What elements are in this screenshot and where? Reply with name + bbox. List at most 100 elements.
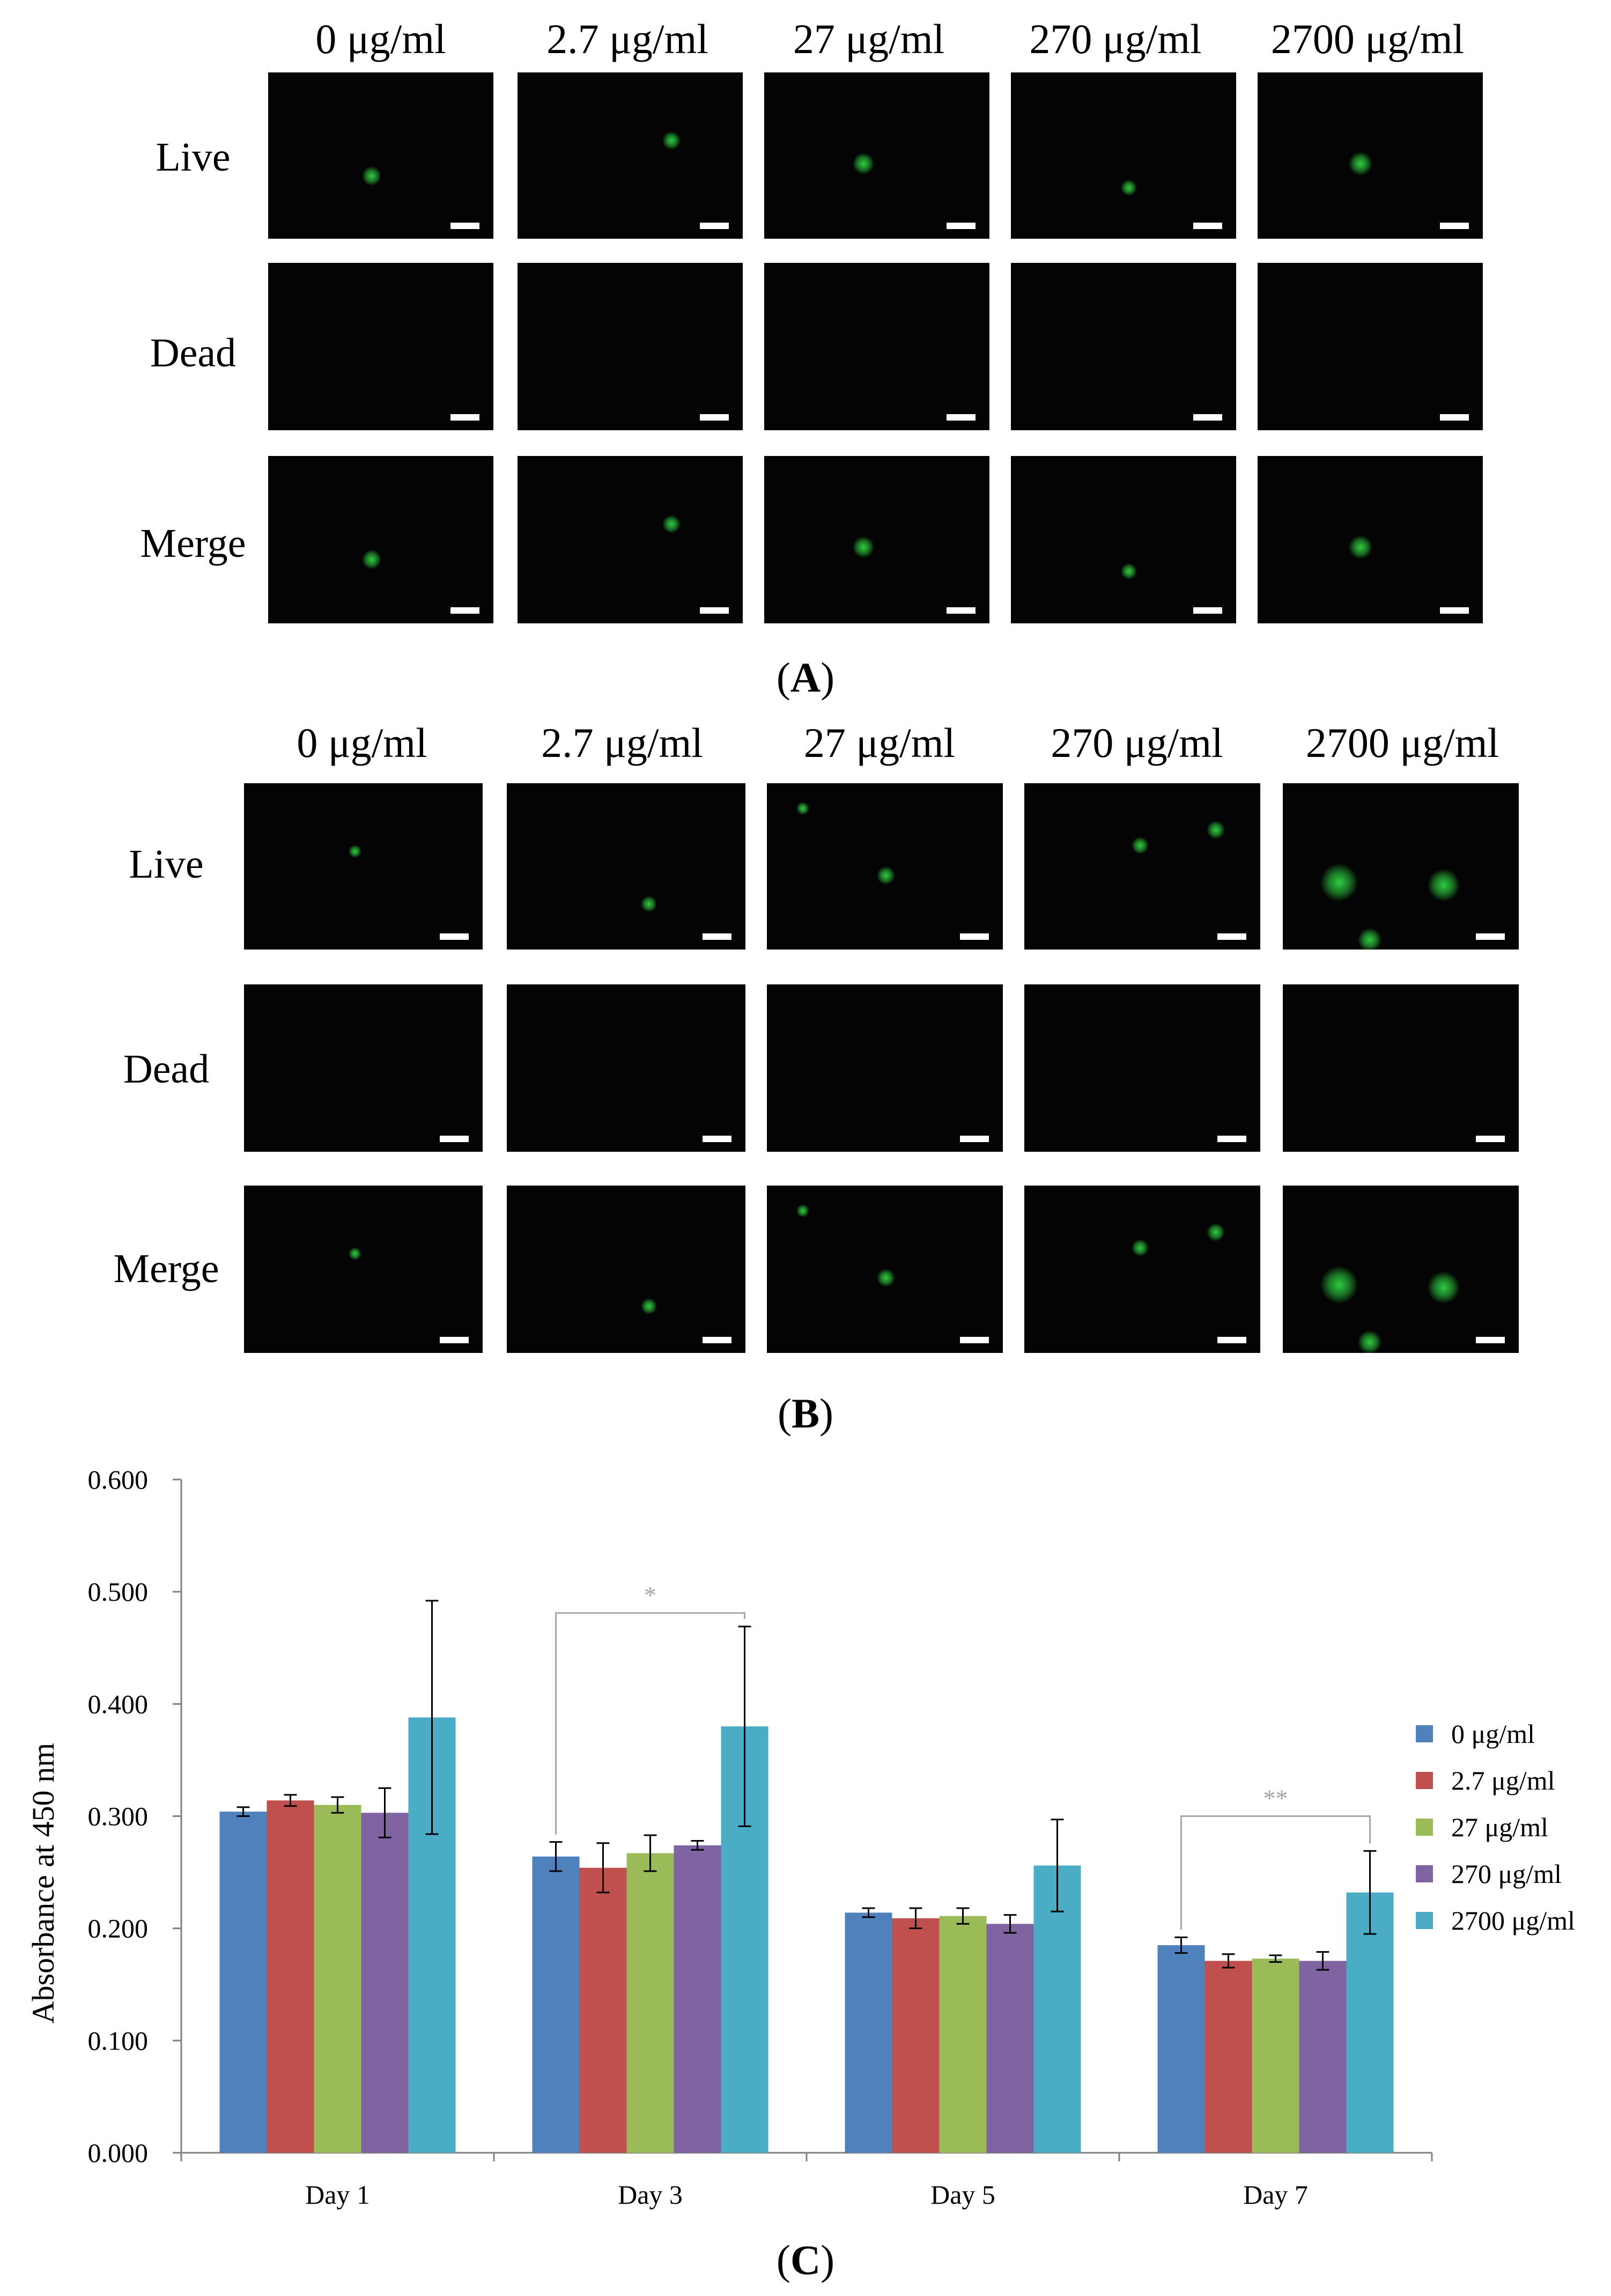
scale-bar: [700, 223, 729, 229]
panel-a-label: (A): [776, 654, 835, 701]
scale-bar: [1440, 223, 1469, 229]
scale-bar: [960, 933, 989, 940]
panel-a-micrograph-dead-1: [518, 263, 743, 430]
fluorescent-cell: [641, 1298, 657, 1314]
scale-bar: [450, 414, 479, 421]
bar: [219, 1812, 267, 2153]
panel-a-micrograph-live-2: [764, 72, 989, 239]
panel-b-micrograph-merge-3: [1024, 1186, 1260, 1353]
scale-bar: [1217, 933, 1246, 940]
bar: [1252, 1959, 1299, 2153]
panel-b-micrograph-live-0: [244, 783, 483, 950]
panel-a-micrograph-merge-0: [268, 456, 493, 623]
significance-marker: *: [644, 1581, 656, 1609]
legend-label: 270 μg/ml: [1451, 1859, 1562, 1889]
bar: [986, 1924, 1034, 2153]
fluorescent-cell: [1121, 563, 1137, 579]
panel-b-micrograph-merge-4: [1283, 1186, 1519, 1353]
fluorescent-cell: [349, 1247, 361, 1260]
bar: [1346, 1892, 1394, 2153]
panel-b-conc-1: 2.7 μg/ml: [541, 719, 703, 766]
panel-a-micrograph-live-3: [1011, 72, 1236, 239]
fluorescent-cell: [1428, 869, 1460, 901]
panel-b-row-live: Live: [129, 842, 204, 887]
scale-bar: [947, 414, 976, 421]
bar: [626, 1853, 674, 2153]
panel-a-micrograph-dead-0: [268, 263, 493, 430]
fluorescent-cell: [1121, 180, 1137, 196]
fluorescent-cell: [1358, 928, 1381, 950]
y-tick-label: 0.400: [88, 1689, 149, 1719]
scale-bar: [450, 223, 479, 229]
scale-bar: [947, 223, 976, 229]
fluorescent-cell: [853, 536, 874, 558]
bar: [532, 1856, 580, 2153]
scale-bar: [1476, 1136, 1505, 1142]
fluorescent-cell: [1132, 1239, 1149, 1256]
legend-swatch: [1416, 1912, 1433, 1929]
fluorescent-cell: [1349, 535, 1372, 559]
fluorescent-cell: [662, 515, 681, 533]
panel-b-micrograph-dead-4: [1283, 984, 1519, 1152]
panel-a-micrograph-dead-2: [764, 263, 989, 430]
panel-a-micrograph-live-4: [1258, 72, 1483, 239]
fluorescent-cell: [1132, 837, 1149, 854]
fluorescent-cell: [362, 166, 381, 186]
bar: [674, 1845, 721, 2153]
panel-b-conc-3: 270 μg/ml: [1051, 719, 1223, 766]
legend-swatch: [1416, 1819, 1433, 1836]
panel-b-label: (B): [778, 1390, 833, 1437]
fluorescent-cell: [1428, 1271, 1460, 1304]
bar: [939, 1916, 987, 2153]
legend-label: 27 μg/ml: [1451, 1812, 1548, 1842]
panel-a-micrograph-merge-3: [1011, 456, 1236, 623]
panel-b-micrograph-live-3: [1024, 783, 1260, 950]
fluorescent-cell: [362, 550, 381, 569]
scale-bar: [1440, 414, 1469, 421]
panel-a-micrograph-merge-1: [518, 456, 743, 623]
bar: [314, 1805, 361, 2153]
fluorescent-cell: [1320, 864, 1358, 901]
panel-c-label: (C): [776, 2236, 835, 2283]
bar: [1157, 1945, 1205, 2153]
bar: [579, 1867, 627, 2153]
bar: [267, 1800, 314, 2153]
fluorescent-cell: [1320, 1266, 1358, 1304]
panel-a-conc-3: 270 μg/ml: [1029, 16, 1202, 62]
panel-a-micrograph-live-0: [268, 72, 493, 239]
fluorescent-cell: [877, 866, 895, 885]
panel-a-row-merge: Merge: [140, 521, 246, 566]
scale-bar: [703, 1136, 731, 1142]
panel-b-conc-0: 0 μg/ml: [297, 719, 427, 766]
bar: [1033, 1865, 1081, 2153]
panel-b-row-merge: Merge: [113, 1246, 219, 1291]
x-tick-label: Day 1: [305, 2180, 370, 2210]
bar: [361, 1813, 409, 2153]
panel-a-row-dead: Dead: [150, 330, 237, 376]
significance-marker: **: [1263, 1785, 1288, 1812]
bar: [1299, 1961, 1347, 2153]
scale-bar: [1476, 1337, 1505, 1343]
y-tick-label: 0.600: [88, 1465, 149, 1495]
scale-bar: [440, 1337, 469, 1343]
panel-a-micrograph-merge-4: [1258, 456, 1483, 623]
legend-swatch: [1416, 1772, 1433, 1789]
panel-b-micrograph-merge-0: [244, 1186, 483, 1353]
panel-b-micrograph-dead-0: [244, 984, 483, 1152]
scale-bar: [947, 607, 976, 614]
scale-bar: [700, 414, 729, 421]
panel-b-micrograph-dead-1: [507, 984, 745, 1152]
scale-bar: [960, 1337, 989, 1343]
scale-bar: [1440, 607, 1469, 614]
legend-label: 2.7 μg/ml: [1451, 1765, 1555, 1795]
panel-a-micrograph-merge-2: [764, 456, 989, 623]
scale-bar: [1193, 607, 1222, 614]
legend-swatch: [1416, 1725, 1433, 1742]
panel-b-micrograph-merge-2: [767, 1186, 1003, 1353]
fluorescent-cell: [796, 1204, 809, 1217]
scale-bar: [703, 933, 731, 940]
scale-bar: [1217, 1337, 1246, 1343]
fluorescent-cell: [1349, 152, 1372, 175]
scale-bar: [700, 607, 729, 614]
scale-bar: [450, 607, 479, 614]
